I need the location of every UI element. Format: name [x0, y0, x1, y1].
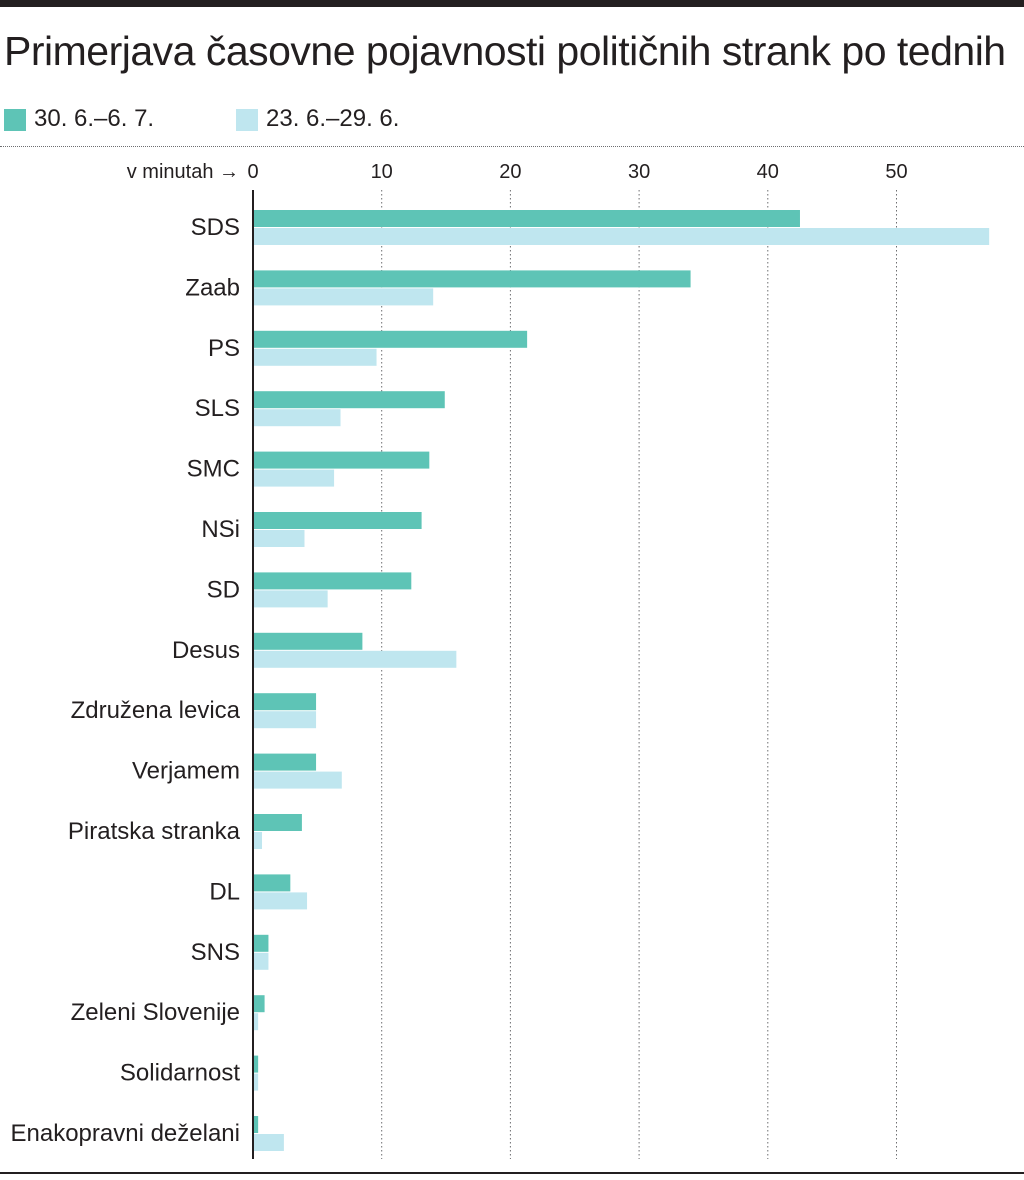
bar-smc-series-2: [253, 469, 335, 487]
bar-chart: 0 10 20 30 40 50 v minutah → SDS Zaab PS SLS SMC NSi…: [11, 161, 990, 1159]
bar-sls-series-2: [253, 409, 341, 427]
category-label-nsi: NSi: [201, 516, 240, 543]
bar-nsi-series-2: [253, 530, 305, 547]
bar-sds-series-2: [253, 228, 990, 245]
bar-sd-series-2: [253, 590, 328, 608]
category-label-zeleni-slovenije: Zeleni Slovenije: [71, 999, 240, 1026]
category-label-enakopravni-de-elani: Enakopravni deželani: [11, 1120, 241, 1147]
bar-verjamem-series-1: [253, 753, 317, 771]
bar-sds-series-1: [253, 210, 800, 227]
bar-piratska-stranka-series-2: [253, 832, 263, 849]
bar-ps-series-2: [253, 348, 377, 366]
bar-enakopravni-de-elani-series-1: [253, 1116, 259, 1133]
category-label-desus: Desus: [172, 637, 240, 664]
bar-piratska-stranka-series-1: [253, 814, 302, 831]
x-tick-label-50: 50: [885, 161, 907, 183]
chart-title: Primerjava časovne pojavnosti političnih…: [4, 28, 1006, 74]
bar-smc-series-1: [253, 451, 430, 469]
category-label-smc: SMC: [187, 456, 240, 483]
category-label-sns: SNS: [191, 939, 240, 966]
legend-swatch-current-week: [4, 109, 26, 131]
bar-zeleni-slovenije-series-2: [253, 1013, 259, 1031]
bar-sd-series-1: [253, 572, 412, 590]
x-tick-label-20: 20: [499, 161, 521, 183]
x-tick-label-10: 10: [371, 161, 393, 183]
x-tick-label-0: 0: [247, 161, 258, 183]
bar-sns-series-2: [253, 952, 269, 970]
x-tick-label-40: 40: [757, 161, 779, 183]
bar-zaab-series-2: [253, 288, 434, 306]
category-label-sls: SLS: [195, 395, 240, 422]
x-axis-unit-label: v minutah →: [127, 161, 239, 183]
top-rule: [0, 0, 1024, 7]
bar-desus-series-2: [253, 650, 457, 668]
bottom-rule: [0, 1172, 1024, 1174]
x-tick-label-30: 30: [628, 161, 650, 183]
bar-zeleni-slovenije-series-1: [253, 995, 265, 1013]
bar-dl-series-2: [253, 892, 308, 910]
category-label-ps: PS: [208, 335, 240, 362]
category-label-sd: SD: [207, 576, 240, 603]
bar-solidarnost-series-1: [253, 1055, 259, 1073]
category-label-dl: DL: [209, 878, 240, 905]
category-label-zdru-ena-levica: Združena levica: [71, 697, 241, 724]
category-label-sds: SDS: [191, 214, 240, 241]
bar-zdru-ena-levica-series-2: [253, 711, 317, 729]
bar-zaab-series-1: [253, 270, 691, 288]
category-label-verjamem: Verjamem: [132, 758, 240, 785]
legend-label-previous-week: 23. 6.–29. 6.: [266, 105, 400, 132]
bar-solidarnost-series-2: [253, 1073, 259, 1091]
bar-sls-series-1: [253, 391, 445, 409]
category-label-piratska-stranka: Piratska stranka: [68, 818, 241, 845]
category-label-zaab: Zaab: [185, 274, 240, 301]
bar-zdru-ena-levica-series-1: [253, 693, 317, 711]
dotted-separator: [0, 146, 1024, 147]
bar-dl-series-1: [253, 874, 291, 892]
bar-sns-series-1: [253, 934, 269, 952]
bar-enakopravni-de-elani-series-2: [253, 1134, 284, 1151]
legend-swatch-previous-week: [236, 109, 258, 131]
legend-label-current-week: 30. 6.–6. 7.: [34, 105, 155, 132]
bar-nsi-series-1: [253, 512, 422, 529]
category-label-solidarnost: Solidarnost: [120, 1060, 240, 1087]
bar-ps-series-1: [253, 330, 528, 348]
bar-verjamem-series-2: [253, 771, 342, 789]
bar-desus-series-1: [253, 632, 363, 650]
